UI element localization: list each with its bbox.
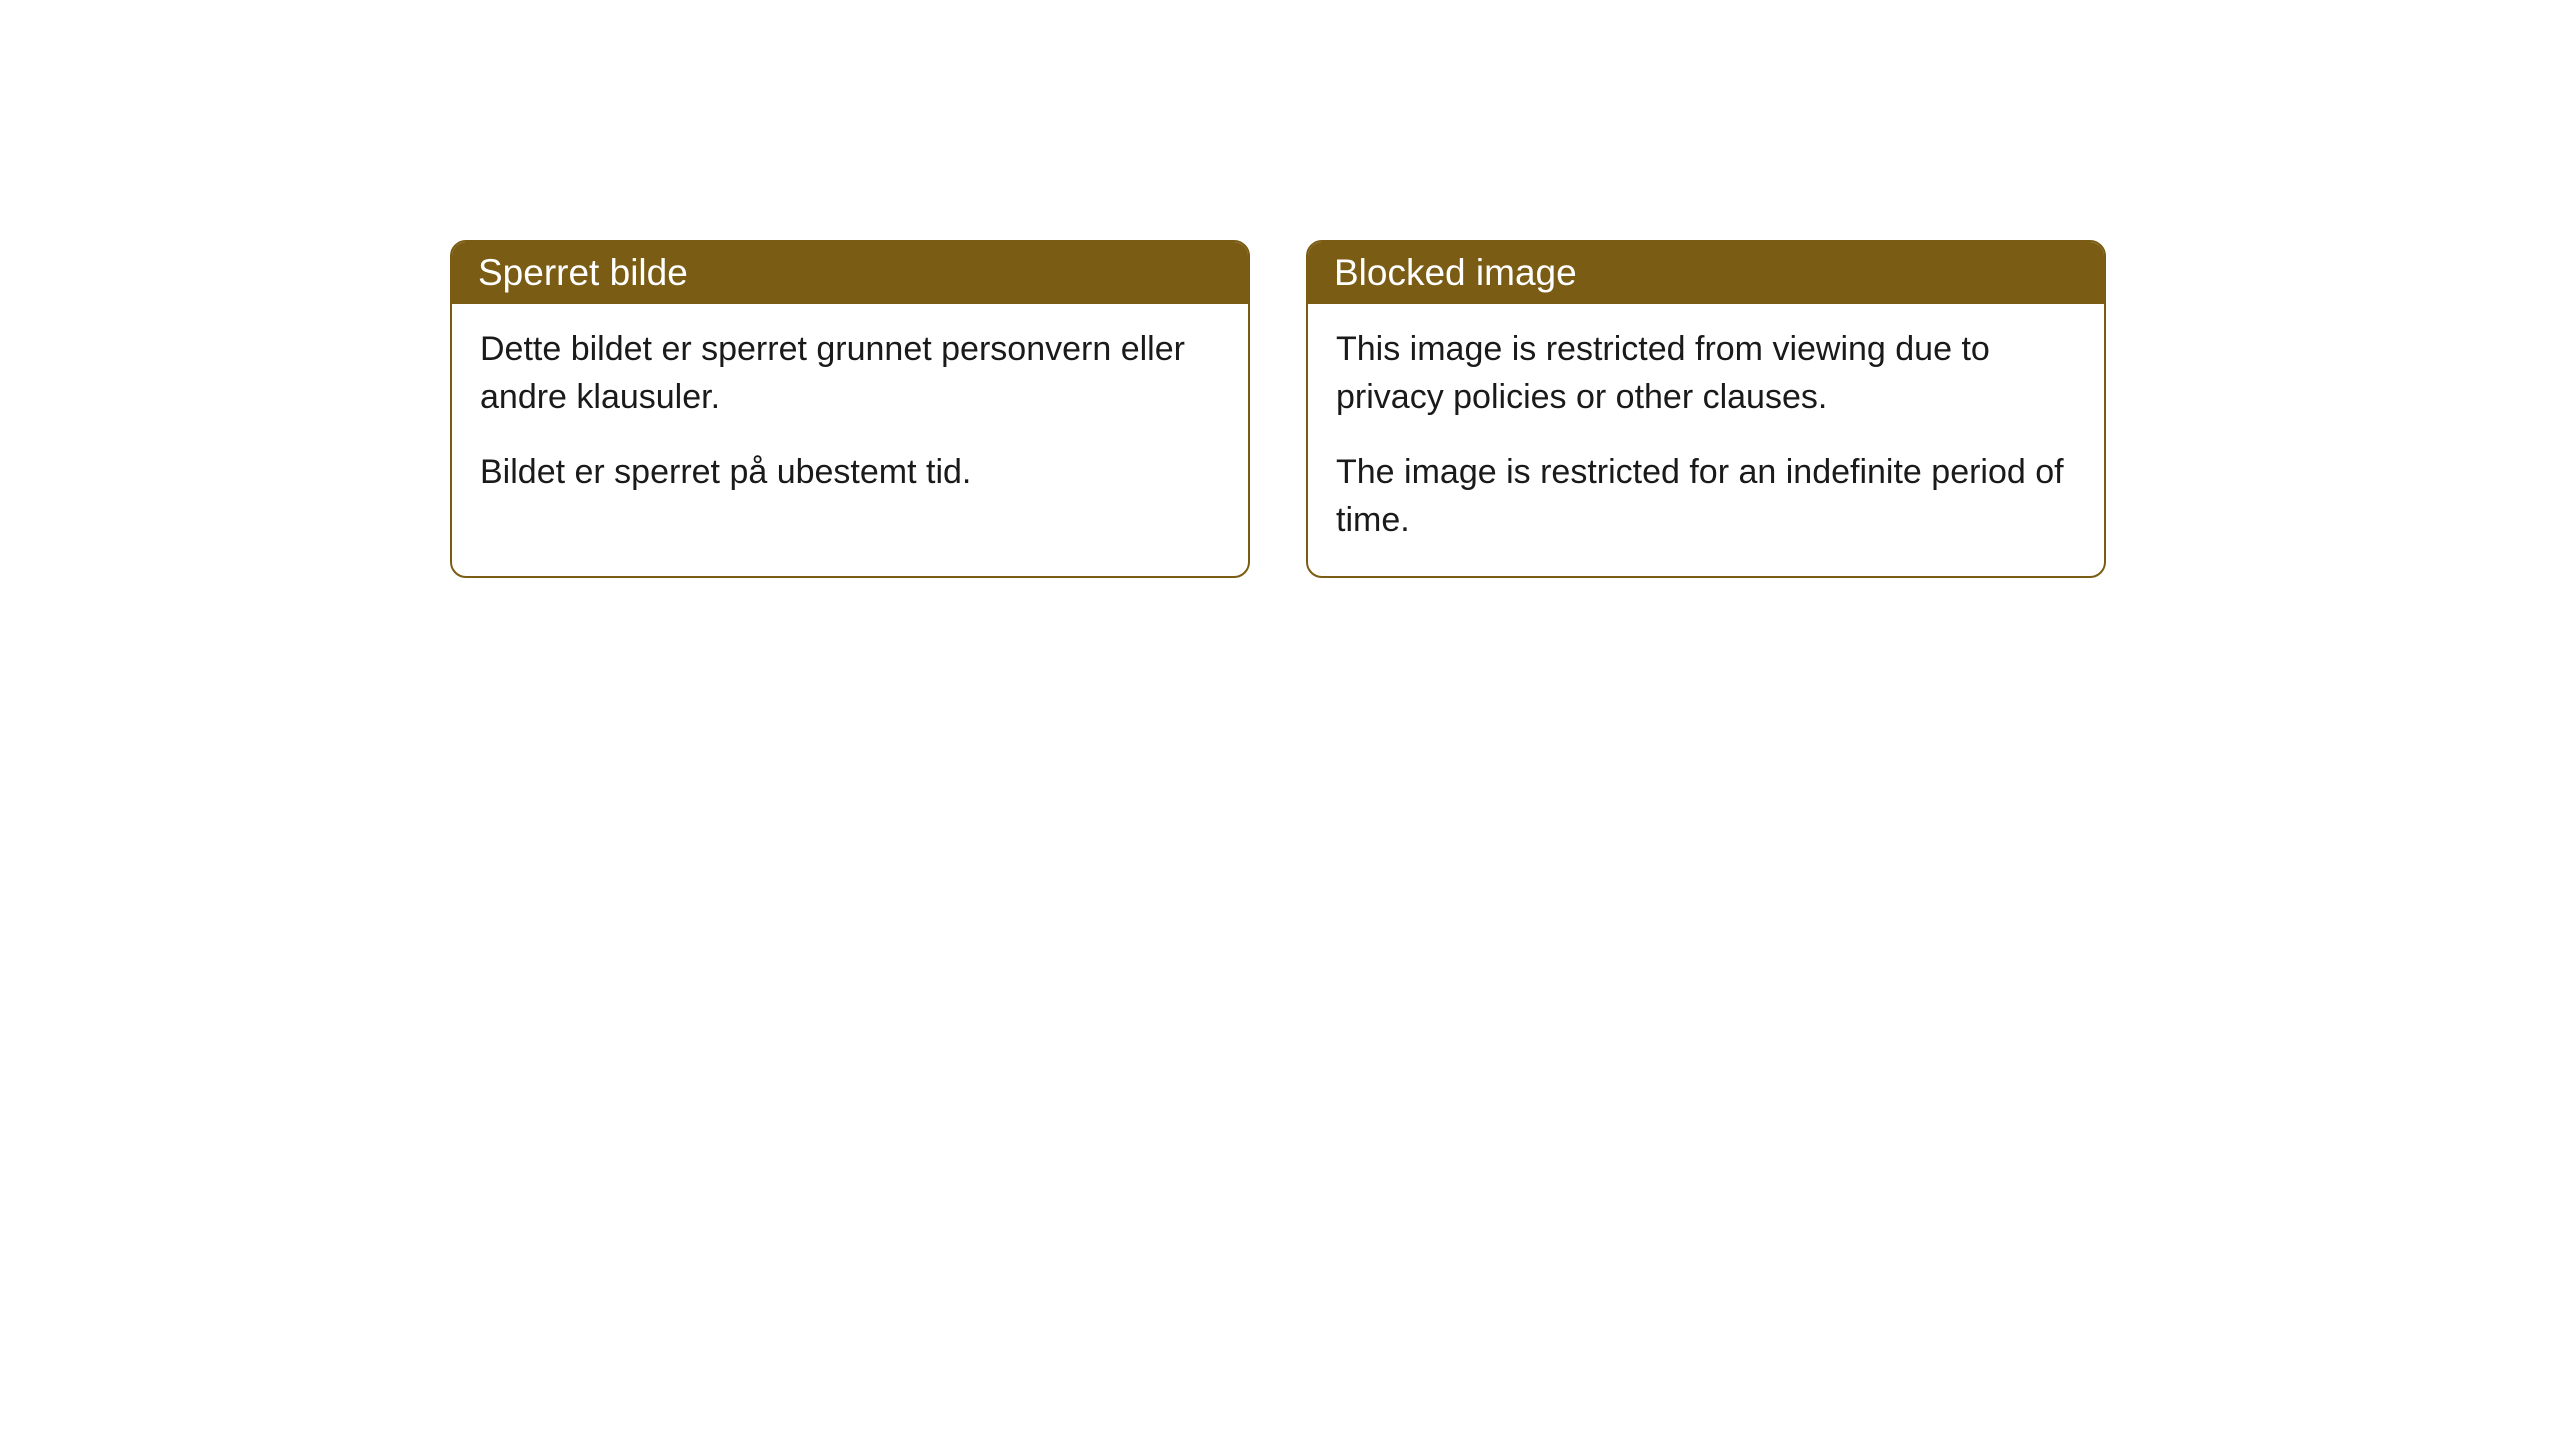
notice-cards-container: Sperret bilde Dette bildet er sperret gr… xyxy=(450,240,2560,578)
notice-text-english-2: The image is restricted for an indefinit… xyxy=(1336,449,2076,544)
card-body-norwegian: Dette bildet er sperret grunnet personve… xyxy=(452,304,1248,529)
card-body-english: This image is restricted from viewing du… xyxy=(1308,304,2104,576)
notice-card-norwegian: Sperret bilde Dette bildet er sperret gr… xyxy=(450,240,1250,578)
notice-text-english-1: This image is restricted from viewing du… xyxy=(1336,326,2076,421)
notice-text-norwegian-2: Bildet er sperret på ubestemt tid. xyxy=(480,449,1220,497)
card-header-norwegian: Sperret bilde xyxy=(452,242,1248,304)
card-header-english: Blocked image xyxy=(1308,242,2104,304)
notice-text-norwegian-1: Dette bildet er sperret grunnet personve… xyxy=(480,326,1220,421)
notice-card-english: Blocked image This image is restricted f… xyxy=(1306,240,2106,578)
